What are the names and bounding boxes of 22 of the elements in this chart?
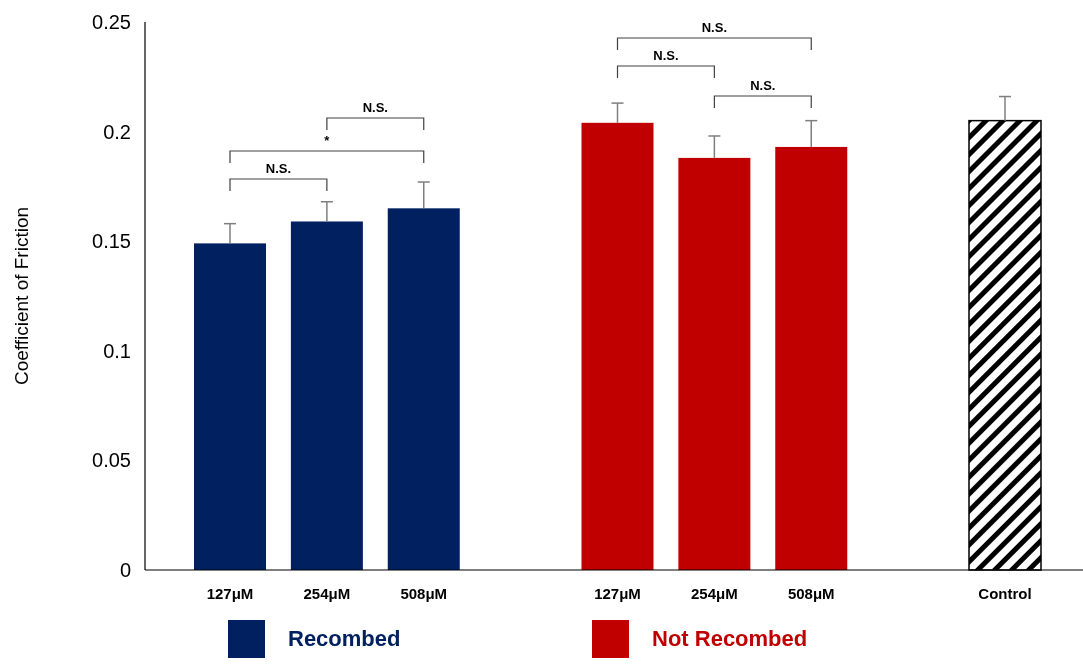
x-tick-label: 508μM [400, 585, 448, 602]
legend-label: Not Recombed [652, 626, 808, 651]
annotation: N.S. [750, 78, 776, 93]
y-tick-label: 0.15 [92, 230, 131, 253]
y-tick-label: 0.1 [103, 339, 131, 362]
x-tick-label: Control [978, 585, 1032, 602]
annotation: N.S. [362, 100, 388, 115]
x-tick-label: 127μM [594, 585, 641, 602]
y-tick-label: 0.05 [92, 449, 131, 472]
y-tick-label: 0.25 [92, 11, 131, 33]
x-tick-label: 127μM [206, 585, 254, 602]
legend-label: Recombed [288, 626, 401, 651]
annotation: N.S. [265, 161, 292, 176]
x-tick-label: 254μM [691, 585, 738, 602]
annotation: * [324, 133, 331, 148]
y-axis-title: Coefficient of Friction [11, 206, 32, 386]
annotation: N.S. [653, 48, 679, 63]
annotation: N.S. [701, 20, 728, 35]
x-tick-label: 254μM [303, 585, 351, 602]
y-tick-label: 0.2 [103, 120, 131, 143]
y-tick-label: 0 [119, 559, 131, 581]
x-tick-label: 508μM [787, 585, 835, 602]
